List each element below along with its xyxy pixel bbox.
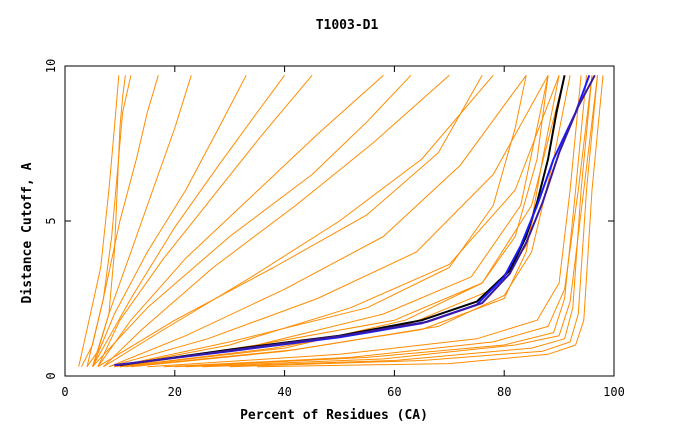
series-line-model-mid-4 (114, 75, 527, 368)
series-line-model-fan-14 (86, 75, 159, 367)
series-line-model-fan-4 (97, 74, 384, 367)
x-tick-label: 60 (387, 385, 401, 399)
series-line-model-fan-12 (92, 74, 412, 368)
ticks-layer: 0 20 40 60 80 100 0 5 10 (44, 59, 625, 399)
x-tick-label: 0 (61, 385, 68, 399)
y-tick-label: 0 (44, 372, 58, 379)
x-axis-label: Percent of Residues (CA) (240, 408, 428, 423)
series-line-model-good-6 (257, 75, 604, 368)
x-tick-label: 80 (497, 385, 511, 399)
y-axis-label: Distance Cutoff, A (20, 162, 35, 303)
series-line-model-fan-5 (103, 74, 450, 368)
x-tick-label: 20 (168, 385, 182, 399)
series-line-model-mid-2 (119, 75, 566, 368)
series-line-model-fan-8 (108, 75, 549, 368)
series-line-model-fan-9 (114, 75, 560, 368)
series-line-model-fan-11 (119, 75, 566, 368)
series-line-model-fan-15 (92, 75, 286, 367)
x-tick-label: 40 (277, 385, 291, 399)
series-line-model-good-8 (185, 75, 598, 368)
series-line-model-fan-1 (92, 75, 192, 367)
series-line-model-fan-3 (97, 74, 313, 367)
series-line-model-good-2 (147, 75, 582, 368)
series-line-model-mid-1 (119, 75, 549, 368)
series-line-model-good-3 (174, 75, 587, 368)
series-line-model-good-7 (163, 75, 593, 368)
chart-title: T1003-D1 (316, 18, 379, 33)
y-tick-label: 10 (44, 59, 58, 73)
y-tick-label: 5 (44, 217, 58, 224)
x-tick-label: 100 (603, 385, 625, 399)
series-line-model-steep-3 (78, 75, 120, 367)
series-line-model-fan-2 (92, 75, 247, 367)
series-line-model-fan-7 (108, 75, 527, 368)
series-line-model-good-4 (202, 75, 593, 368)
series-layer (78, 74, 604, 368)
series-line-model-fan-6 (103, 74, 494, 368)
series-line-highlight-black (119, 75, 566, 367)
series-line-model-fan-13 (97, 75, 483, 368)
series-line-highlight-purple (117, 74, 596, 367)
series-line-model-good-5 (229, 75, 598, 368)
